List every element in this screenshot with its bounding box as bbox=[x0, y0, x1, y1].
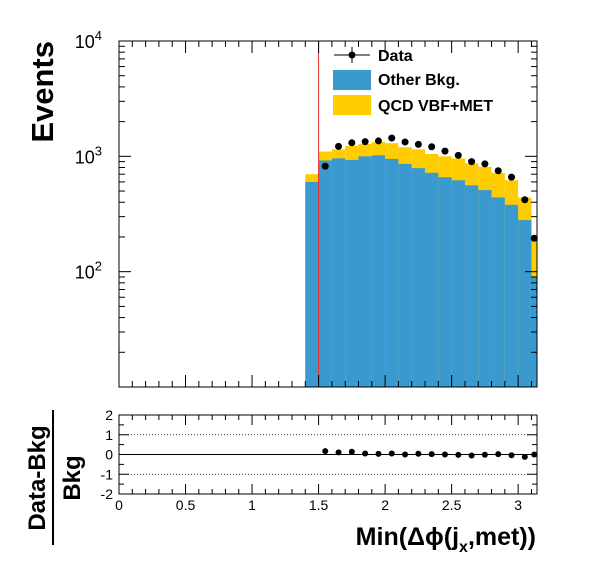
data-point bbox=[494, 167, 502, 175]
hist-bar-other-bkg bbox=[518, 220, 532, 387]
y-tick-label: 104 bbox=[75, 28, 102, 52]
legend: Data Other Bkg. QCD VBF+MET bbox=[333, 47, 493, 115]
legend-other-bkg-swatch bbox=[333, 70, 371, 90]
x-axis-label: Min(Δϕ(jx,met)) bbox=[356, 523, 536, 556]
hist-bar-other-bkg bbox=[345, 159, 359, 387]
ratio-x-tick-label: 0.5 bbox=[176, 497, 196, 513]
main-frame bbox=[118, 40, 538, 388]
ratio-plot: 210-1-20 0.5 1 1.5 2 2.5 3 bbox=[101, 407, 538, 513]
legend-qcd-label: QCD VBF+MET bbox=[378, 98, 493, 115]
ratio-point bbox=[415, 450, 422, 457]
data-point bbox=[401, 138, 409, 146]
data-point bbox=[428, 143, 436, 151]
ratio-point bbox=[402, 451, 409, 458]
hist-bar-other-bkg bbox=[411, 168, 426, 387]
y-axis-label: Events bbox=[25, 41, 60, 143]
hist-bar-other-bkg bbox=[331, 158, 346, 387]
hist-bar-other-bkg bbox=[491, 197, 505, 387]
ratio-ylabel-denominator: Bkg bbox=[59, 455, 86, 500]
data-point bbox=[414, 140, 422, 148]
ratio-point bbox=[428, 451, 435, 458]
ratio-point bbox=[388, 450, 395, 457]
data-point bbox=[335, 142, 343, 150]
ratio-y-tick-label: -1 bbox=[101, 466, 114, 482]
legend-data-marker bbox=[348, 51, 356, 59]
hist-bar-other-bkg bbox=[438, 177, 452, 387]
hist-bar-other-bkg bbox=[478, 190, 492, 387]
hist-bar-other-bkg bbox=[504, 204, 519, 387]
data-point bbox=[348, 139, 356, 147]
hist-bar-other-bkg bbox=[358, 156, 372, 387]
ratio-x-tick-label: 2 bbox=[381, 497, 389, 513]
ratio-point bbox=[335, 449, 342, 456]
ratio-point bbox=[468, 452, 475, 459]
ratio-point bbox=[362, 450, 369, 457]
hist-bar-other-bkg bbox=[318, 160, 332, 387]
hist-bar-other-bkg bbox=[398, 163, 412, 387]
y-tick-label: 103 bbox=[75, 143, 102, 167]
data-point bbox=[388, 134, 396, 142]
data-point bbox=[521, 196, 529, 204]
data-point bbox=[481, 160, 489, 168]
ratio-point bbox=[521, 453, 528, 460]
hist-bar-other-bkg bbox=[451, 180, 465, 387]
legend-other-bkg-label: Other Bkg. bbox=[378, 72, 460, 89]
ratio-point bbox=[481, 451, 488, 458]
ratio-point bbox=[322, 448, 329, 455]
ratio-y-tick-label: -2 bbox=[101, 486, 114, 502]
ratio-point bbox=[455, 451, 462, 458]
data-point bbox=[441, 147, 449, 155]
data-point bbox=[321, 162, 329, 170]
ratio-point bbox=[508, 452, 515, 459]
hist-bar-other-bkg bbox=[425, 172, 439, 387]
ratio-point bbox=[348, 448, 355, 455]
y-tick-label: 102 bbox=[75, 259, 102, 283]
ratio-y-tick-label: 0 bbox=[105, 447, 113, 463]
data-point bbox=[508, 173, 516, 181]
hist-bar-other-bkg bbox=[371, 155, 386, 387]
legend-qcd-swatch bbox=[333, 95, 371, 115]
data-point bbox=[454, 151, 462, 159]
ratio-x-tick-label: 3 bbox=[514, 497, 522, 513]
data-point bbox=[374, 137, 382, 145]
ratio-x-tick-label: 0 bbox=[115, 497, 123, 513]
hist-bar-other-bkg bbox=[385, 158, 399, 387]
ratio-x-tick-label: 1 bbox=[248, 497, 256, 513]
data-point bbox=[468, 158, 476, 166]
data-point bbox=[361, 138, 369, 146]
ratio-y-tick-label: 1 bbox=[105, 427, 113, 443]
ratio-point bbox=[495, 451, 502, 458]
main-plot: 102 103 104 bbox=[75, 28, 538, 388]
hist-bar-other-bkg bbox=[464, 185, 479, 387]
ratio-x-tick-label: 2.5 bbox=[442, 497, 462, 513]
ratio-point bbox=[375, 450, 382, 457]
ratio-y-tick-label: 2 bbox=[105, 407, 113, 423]
ratio-x-tick-label: 1.5 bbox=[309, 497, 329, 513]
legend-data-label: Data bbox=[378, 48, 413, 65]
ratio-point bbox=[441, 451, 448, 458]
ratio-ylabel-numerator: Data-Bkg bbox=[24, 425, 51, 530]
hist-bar-other-bkg bbox=[305, 181, 319, 387]
